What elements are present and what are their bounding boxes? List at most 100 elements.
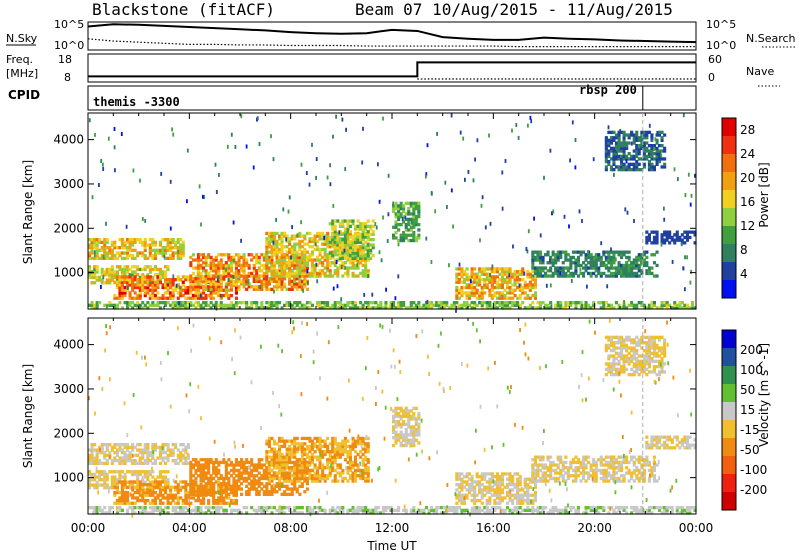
echo-cell bbox=[90, 256, 94, 260]
echo-cell bbox=[376, 303, 380, 307]
echo-cell bbox=[635, 149, 639, 153]
echo-cell bbox=[105, 256, 109, 260]
echo-cell bbox=[369, 227, 373, 231]
echo-cell bbox=[232, 468, 236, 473]
echo-cell bbox=[252, 266, 256, 270]
echo-cell bbox=[475, 296, 479, 300]
echo-cell bbox=[341, 450, 345, 454]
echo-cell bbox=[338, 251, 342, 255]
echo-cell bbox=[252, 466, 256, 470]
echo-cell bbox=[164, 275, 168, 279]
echo-cell bbox=[288, 444, 292, 449]
echo-cell bbox=[346, 303, 350, 307]
echo-cell bbox=[234, 261, 238, 265]
echo-cell bbox=[632, 266, 636, 270]
echo-cell bbox=[186, 443, 190, 447]
echo-cell bbox=[88, 273, 92, 277]
echo-cell bbox=[207, 476, 211, 481]
echo-cell bbox=[541, 301, 545, 305]
echo-cell bbox=[685, 306, 689, 310]
echo-cell bbox=[612, 266, 616, 270]
echo-point bbox=[340, 265, 343, 269]
echo-cell bbox=[612, 168, 616, 172]
echo-cell bbox=[237, 484, 241, 488]
echo-cell bbox=[176, 461, 180, 465]
echo-cell bbox=[579, 253, 583, 257]
echo-cell bbox=[189, 303, 193, 307]
echo-point bbox=[232, 220, 235, 225]
echo-cell bbox=[217, 471, 221, 475]
echo-cell bbox=[131, 248, 135, 252]
echo-cell bbox=[245, 479, 249, 483]
echo-cell bbox=[333, 251, 337, 255]
echo-point bbox=[233, 258, 235, 263]
echo-cell bbox=[316, 301, 320, 305]
echo-cell bbox=[305, 301, 309, 305]
echo-cell bbox=[642, 144, 646, 148]
echo-cell bbox=[151, 280, 155, 284]
echo-cell bbox=[333, 452, 337, 457]
echo-cell bbox=[475, 278, 479, 282]
echo-cell bbox=[161, 273, 165, 277]
echo-cell bbox=[131, 273, 135, 277]
echo-cell bbox=[293, 258, 297, 262]
echo-cell bbox=[280, 452, 284, 457]
echo-cell bbox=[647, 266, 651, 270]
echo-cell bbox=[518, 296, 522, 300]
echo-cell bbox=[331, 238, 335, 242]
echo-cell bbox=[343, 245, 347, 249]
echo-cell bbox=[642, 133, 646, 137]
echo-cell bbox=[123, 291, 127, 295]
echo-cell bbox=[305, 476, 309, 481]
echo-cell bbox=[131, 254, 135, 258]
echo-point bbox=[552, 209, 555, 214]
echo-cell bbox=[642, 149, 646, 153]
echo-point bbox=[543, 175, 545, 180]
echo-cell bbox=[321, 468, 325, 473]
echo-cell bbox=[348, 231, 352, 236]
echo-cell bbox=[179, 303, 183, 307]
echo-cell bbox=[280, 237, 284, 241]
echo-cell bbox=[237, 468, 241, 473]
echo-cell bbox=[270, 492, 274, 496]
echo-cell bbox=[637, 146, 641, 150]
echo-cell bbox=[321, 255, 325, 260]
echo-cell bbox=[105, 453, 109, 457]
echo-cell bbox=[194, 498, 198, 503]
echo-cell bbox=[579, 301, 583, 305]
echo-cell bbox=[229, 287, 233, 291]
echo-cell bbox=[346, 471, 350, 475]
echo-point bbox=[186, 148, 189, 153]
echo-cell bbox=[647, 235, 651, 240]
echo-cell bbox=[323, 271, 327, 276]
echo-cell bbox=[234, 296, 238, 300]
echo-cell bbox=[196, 492, 200, 496]
echo-cell bbox=[115, 280, 119, 284]
echo-cell bbox=[346, 219, 350, 223]
echo-cell bbox=[143, 275, 147, 279]
echo-cell bbox=[283, 255, 287, 260]
echo-cell bbox=[288, 452, 292, 457]
echo-cell bbox=[166, 480, 170, 484]
echo-cell bbox=[255, 287, 259, 291]
echo-cell bbox=[303, 436, 307, 441]
echo-cell bbox=[260, 474, 264, 478]
echo-cell bbox=[627, 258, 631, 262]
echo-cell bbox=[333, 219, 337, 223]
echo-cell bbox=[120, 270, 124, 274]
echo-cell bbox=[131, 483, 135, 487]
echo-cell bbox=[280, 274, 284, 278]
echo-cell bbox=[227, 266, 231, 270]
echo-cell bbox=[402, 209, 406, 213]
echo-cell bbox=[356, 266, 360, 270]
echo-cell bbox=[561, 250, 565, 254]
echo-cell bbox=[331, 261, 335, 265]
echo-point bbox=[625, 159, 628, 164]
echo-cell bbox=[176, 456, 180, 460]
echo-point bbox=[467, 169, 470, 174]
echo-cell bbox=[673, 233, 677, 237]
echo-point bbox=[259, 285, 262, 290]
echo-cell bbox=[500, 293, 504, 298]
echo-cell bbox=[95, 256, 99, 260]
echo-cell bbox=[184, 296, 188, 300]
